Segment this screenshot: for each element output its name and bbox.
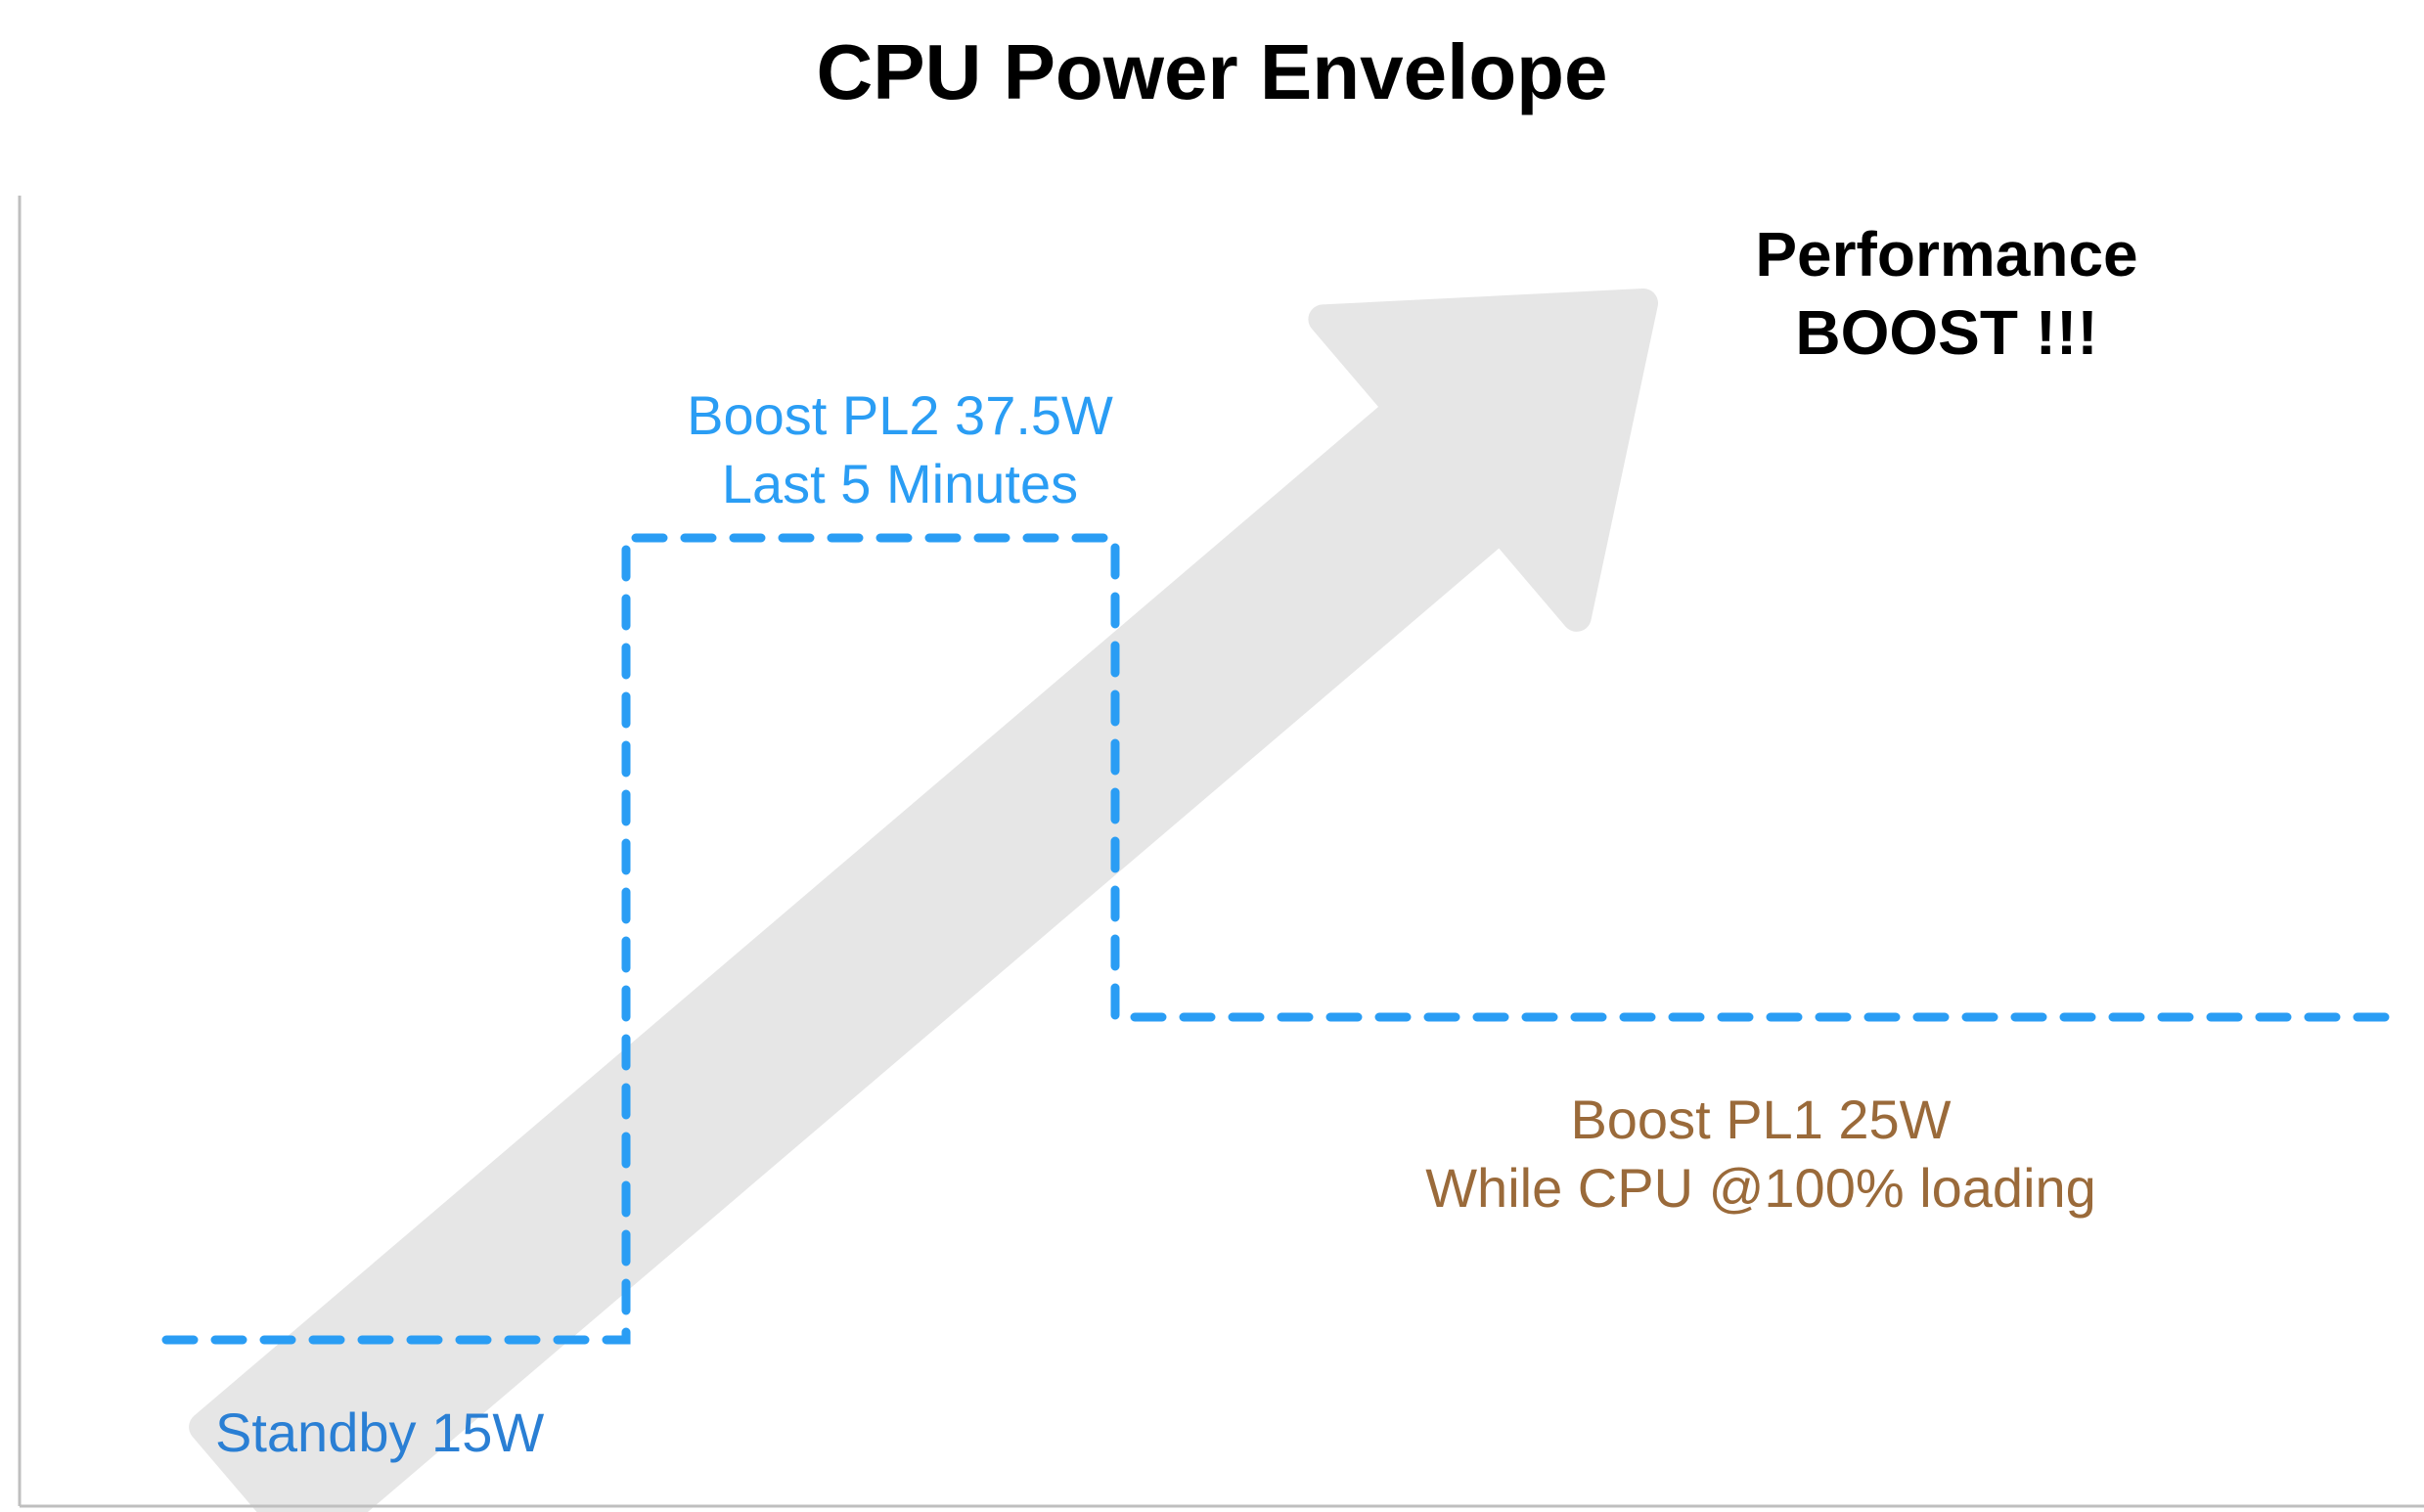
- label-pl2-line1: Boost PL2 37.5W: [687, 384, 1113, 446]
- label-pl1: Boost PL1 25W While CPU @100% loading: [1425, 1086, 2096, 1223]
- label-pl1-line2: While CPU @100% loading: [1425, 1157, 2096, 1219]
- label-standby-line1: Standby 15W: [215, 1401, 544, 1463]
- label-boost-line2: BOOST !!!: [1795, 297, 2097, 368]
- label-boost: Performance BOOST !!!: [1755, 215, 2137, 372]
- label-pl1-line1: Boost PL1 25W: [1570, 1089, 1951, 1150]
- diagram-canvas: CPU Power Envelope Standby 15W Boost PL2…: [0, 0, 2424, 1512]
- label-pl2-line2: Last 5 Minutes: [722, 453, 1078, 514]
- label-pl2: Boost PL2 37.5W Last 5 Minutes: [687, 381, 1113, 518]
- label-boost-line1: Performance: [1755, 219, 2137, 289]
- label-standby: Standby 15W: [215, 1399, 544, 1467]
